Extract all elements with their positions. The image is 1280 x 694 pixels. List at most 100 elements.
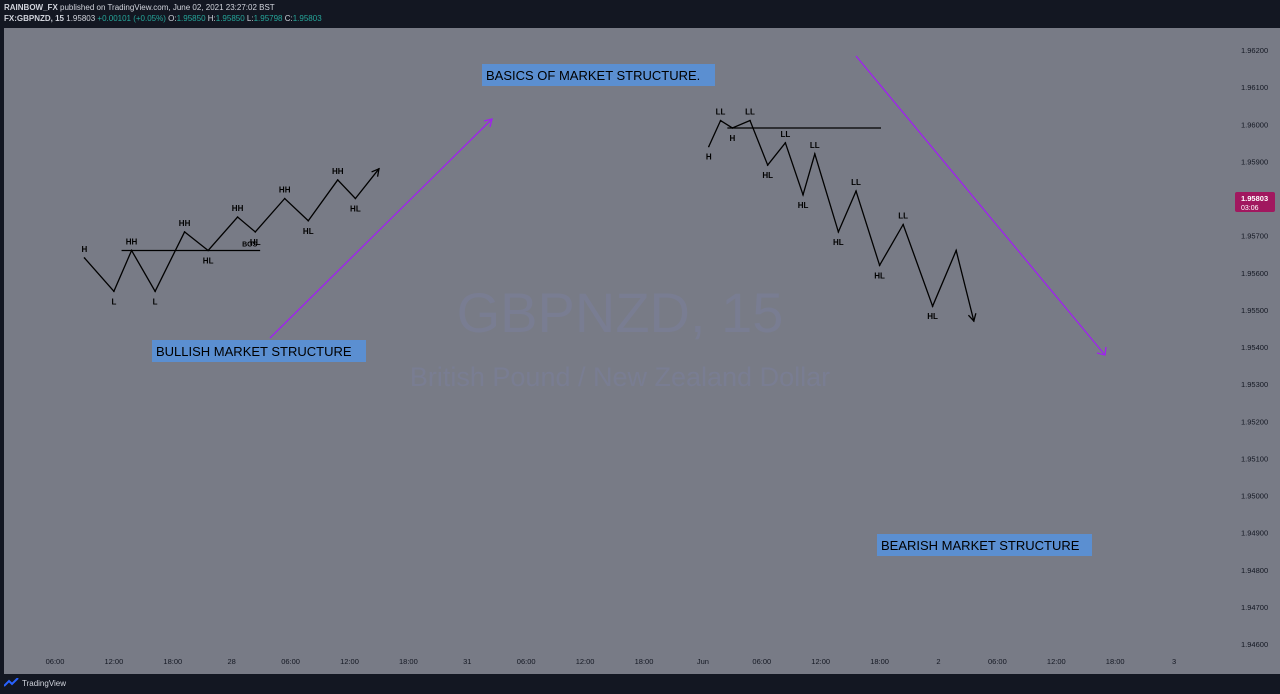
x-tick-label: 18:00 bbox=[163, 657, 182, 666]
chart-title: BASICS OF MARKET STRUCTURE. bbox=[486, 68, 700, 83]
bullish-arrow-head bbox=[483, 118, 493, 128]
watermark-name: British Pound / New Zealand Dollar bbox=[410, 362, 830, 392]
x-tick-label: 12:00 bbox=[1047, 657, 1066, 666]
pivot-point bbox=[719, 119, 722, 122]
structure-arrow-head bbox=[967, 313, 977, 323]
x-tick-label: 2 bbox=[936, 657, 940, 666]
x-tick-label: 06:00 bbox=[752, 657, 771, 666]
current-price-value: 1.95803 bbox=[1241, 194, 1268, 203]
time-axis bbox=[4, 654, 1280, 674]
title-box bbox=[482, 64, 715, 86]
bearish-label: BEARISH MARKET STRUCTURE bbox=[881, 538, 1080, 553]
pivot-label: H bbox=[82, 245, 88, 254]
author-name[interactable]: RAINBOW_FX bbox=[4, 3, 58, 12]
pivot-point bbox=[336, 179, 339, 181]
y-tick-label: 1.95500 bbox=[1241, 306, 1268, 315]
pivot-label: H bbox=[706, 153, 712, 162]
pivot-point bbox=[802, 193, 804, 196]
bearish-arrow-head bbox=[1096, 346, 1107, 356]
structure-arrow-head bbox=[371, 167, 380, 177]
y-tick-label: 1.95300 bbox=[1241, 380, 1268, 389]
x-tick-label: 3 bbox=[1172, 657, 1176, 666]
x-tick-label: 06:00 bbox=[988, 657, 1007, 666]
x-tick-label: 18:00 bbox=[399, 657, 418, 666]
pivot-label: HH bbox=[126, 237, 138, 246]
x-tick-label: 31 bbox=[463, 657, 471, 666]
pivot-point bbox=[855, 190, 857, 192]
pivot-label: L bbox=[153, 297, 158, 306]
pivot-label: HL bbox=[250, 238, 261, 247]
x-tick-label: 18:00 bbox=[635, 657, 654, 666]
current-price-badge bbox=[1235, 192, 1275, 212]
y-tick-label: 1.95700 bbox=[1241, 232, 1268, 241]
x-tick-label: 06:00 bbox=[517, 657, 536, 666]
y-tick-label: 1.95200 bbox=[1241, 417, 1268, 426]
pivot-point bbox=[814, 153, 816, 155]
bullish-label-box bbox=[152, 340, 366, 362]
price-axis bbox=[1230, 28, 1280, 654]
pivot-label: LL bbox=[780, 130, 790, 139]
pivot-point bbox=[236, 216, 239, 218]
pivot-point bbox=[183, 231, 186, 233]
publish-line: RAINBOW_FX published on TradingView.com,… bbox=[4, 3, 275, 12]
pivot-label: LL bbox=[898, 211, 908, 220]
pivot-point bbox=[784, 142, 787, 144]
x-axis: 06:00 12:00 18:00 28 06:00 12:00 18:00 31 06:00 1… bbox=[46, 657, 1177, 666]
y-tick-label: 1.96000 bbox=[1241, 120, 1268, 129]
open-value: 1.95850 bbox=[176, 14, 206, 23]
bearish-label-box bbox=[877, 534, 1092, 556]
pivot-label: HL bbox=[833, 238, 844, 247]
watermark-symbol: GBPNZD, 15 bbox=[457, 281, 784, 344]
ohlc-line: FX:GBPNZD, 15 1.95803 +0.00101 (+0.05%) … bbox=[4, 14, 322, 23]
pivot-label: HL bbox=[350, 205, 361, 214]
high-label: H: bbox=[207, 14, 216, 23]
pivot-point bbox=[931, 305, 934, 307]
y-tick-label: 1.95400 bbox=[1241, 343, 1268, 352]
y-tick-label: 1.95900 bbox=[1241, 157, 1268, 166]
pivot-label: HH bbox=[232, 204, 244, 213]
symbol-label[interactable]: FX:GBPNZD, 15 bbox=[4, 14, 65, 23]
pivot-point bbox=[307, 219, 310, 222]
x-tick-label: 12:00 bbox=[105, 657, 124, 666]
x-tick-label: 28 bbox=[228, 657, 236, 666]
x-tick-label: Jun bbox=[697, 657, 709, 666]
low-value: 1.95798 bbox=[253, 14, 283, 23]
pivot-label: HL bbox=[927, 312, 938, 321]
pivot-point bbox=[878, 264, 881, 267]
y-tick-label: 1.94600 bbox=[1241, 640, 1268, 649]
y-tick-label: 1.95100 bbox=[1241, 454, 1268, 463]
tradingview-logo-icon bbox=[4, 678, 19, 687]
pivot-point bbox=[83, 257, 86, 259]
pivot-point bbox=[902, 223, 904, 226]
x-tick-label: 06:00 bbox=[281, 657, 300, 666]
pivot-point bbox=[837, 231, 840, 233]
pivot-point bbox=[707, 145, 710, 148]
pivot-label: HL bbox=[203, 256, 214, 265]
pivot-label: LL bbox=[810, 141, 820, 150]
pivot-label: HL bbox=[874, 271, 885, 280]
pivot-label: LL bbox=[851, 178, 861, 187]
countdown: 03:06 bbox=[1241, 205, 1259, 212]
y-tick-label: 1.96200 bbox=[1241, 46, 1268, 55]
bullish-trend-arrow[interactable] bbox=[269, 118, 493, 339]
x-tick-label: 12:00 bbox=[811, 657, 830, 666]
chart-header: RAINBOW_FX published on TradingView.com,… bbox=[0, 0, 1280, 26]
x-tick-label: 18:00 bbox=[1106, 657, 1125, 666]
bearish-trend-arrow[interactable] bbox=[855, 55, 1106, 356]
pivot-label: HL bbox=[798, 201, 809, 210]
y-tick-label: 1.95600 bbox=[1241, 269, 1268, 278]
pivot-point bbox=[354, 197, 357, 200]
x-tick-label: 12:00 bbox=[576, 657, 595, 666]
last-price: 1.95803 bbox=[66, 14, 96, 23]
pivot-label: HL bbox=[762, 171, 773, 180]
pivot-label: L bbox=[111, 297, 116, 306]
bullish-label: BULLISH MARKET STRUCTURE bbox=[156, 344, 352, 359]
high-value: 1.95850 bbox=[215, 14, 245, 23]
pivot-label: H bbox=[729, 134, 735, 143]
brand-name[interactable]: TradingView bbox=[22, 679, 67, 688]
pivot-point bbox=[154, 290, 156, 293]
x-tick-label: 18:00 bbox=[870, 657, 889, 666]
pivot-label: LL bbox=[745, 108, 755, 117]
pivot-label: HH bbox=[279, 186, 291, 195]
